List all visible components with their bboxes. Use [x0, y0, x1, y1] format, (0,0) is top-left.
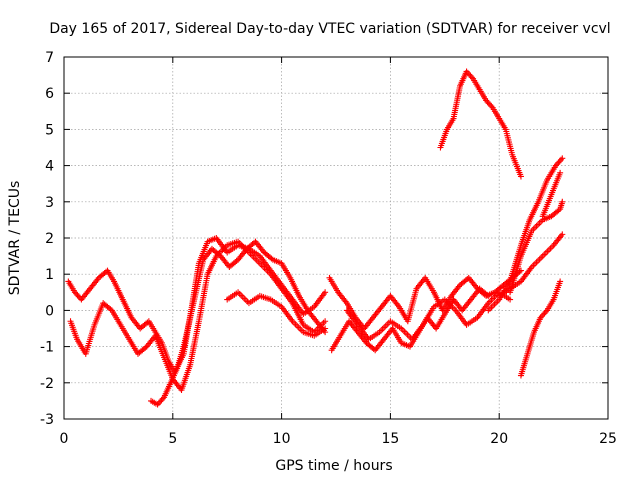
data-point-interp	[556, 158, 563, 165]
data-point-interp	[468, 74, 475, 81]
y-tick-label: 7	[45, 50, 54, 66]
series-track-8	[437, 68, 524, 180]
data-point-interp	[485, 100, 492, 107]
x-tick-label: 20	[490, 431, 508, 447]
y-tick-label: 5	[45, 122, 54, 138]
series-track-13	[539, 169, 564, 220]
y-tick-label: 2	[45, 231, 54, 247]
data-point	[517, 173, 524, 180]
y-tick-label: 4	[45, 159, 54, 175]
series-track-3	[148, 238, 329, 408]
data-point	[507, 296, 514, 303]
data-point-interp	[557, 156, 564, 163]
data-point	[322, 325, 329, 332]
data-point-interp	[555, 159, 562, 166]
data-point-interp	[75, 293, 82, 300]
y-axis-label: SDTVAR / TECUs	[7, 181, 23, 296]
data-point-interp	[487, 101, 494, 108]
data-point-interp	[157, 398, 164, 405]
data-point	[463, 68, 470, 75]
series-track-4	[224, 289, 329, 339]
data-point-interp	[155, 400, 162, 407]
series-track-12	[517, 278, 564, 379]
data-point-interp	[159, 395, 166, 402]
y-tick-label: 0	[45, 303, 54, 319]
y-tick-label: 3	[45, 195, 54, 211]
x-tick-label: 5	[168, 431, 177, 447]
y-tick-label: -3	[40, 412, 54, 428]
axis-ticks: 0 5 10 15 20 25 -3 -2 -1 0 1 2 3 4 5 6 7	[40, 50, 617, 447]
y-tick-label: 6	[45, 86, 54, 102]
x-tick-label: 0	[60, 431, 69, 447]
chart-title: Day 165 of 2017, Sidereal Day-to-day VTE…	[49, 21, 610, 37]
series-track-9	[485, 155, 566, 314]
data-point	[154, 401, 161, 408]
data-point-interp	[541, 310, 548, 317]
series-track-11	[496, 231, 566, 299]
data-point-interp	[484, 98, 491, 105]
data-point-interp	[467, 72, 474, 79]
series-track-6	[328, 285, 492, 354]
data-point	[71, 289, 78, 296]
data-point-interp	[74, 292, 81, 299]
data-point-interp	[540, 311, 547, 318]
y-tick-label: -1	[40, 340, 54, 356]
data-point-interp	[542, 308, 549, 315]
data-series	[65, 68, 566, 408]
data-point	[485, 292, 492, 299]
y-tick-label: 1	[45, 267, 54, 283]
data-point	[552, 162, 559, 169]
data-point-interp	[466, 71, 473, 78]
data-point-interp	[158, 397, 165, 404]
data-point	[322, 289, 329, 296]
x-tick-label: 25	[599, 431, 617, 447]
series-track-10	[507, 198, 566, 296]
plot-area	[63, 56, 609, 420]
data-point	[322, 318, 329, 325]
y-tick-label: -2	[40, 376, 54, 392]
data-point-interp	[464, 69, 471, 76]
data-point	[537, 314, 544, 321]
data-point	[557, 278, 564, 285]
x-tick-label: 10	[273, 431, 291, 447]
data-point	[559, 198, 566, 205]
data-point	[557, 169, 564, 176]
x-tick-label: 15	[381, 431, 399, 447]
x-axis-label: GPS time / hours	[275, 458, 392, 474]
series-track-7	[343, 289, 514, 343]
data-point-interp	[538, 313, 545, 320]
data-point-interp	[554, 161, 561, 168]
grid-lines	[64, 57, 608, 419]
data-point	[483, 97, 490, 104]
data-point-interp	[73, 290, 80, 297]
data-point	[559, 155, 566, 162]
data-point	[559, 231, 566, 238]
data-point-interp	[488, 103, 495, 110]
